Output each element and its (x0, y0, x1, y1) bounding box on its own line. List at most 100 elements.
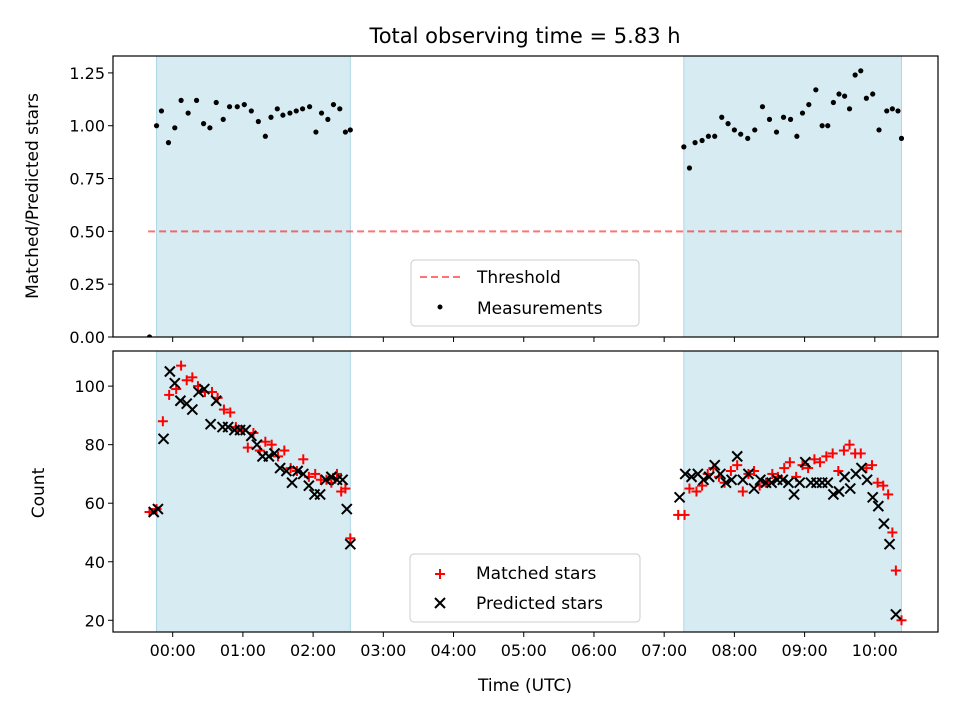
top-axes-ticks: 0.00 0.25 0.50 0.75 1.00 1.25 (69, 64, 876, 347)
bottom-legend: Matched stars Predicted stars (409, 553, 641, 623)
matched-star-point (310, 468, 321, 479)
predicted-star-point (703, 471, 715, 483)
shaded-interval-1 (156, 55, 351, 338)
legend-matched-label: Matched stars (476, 564, 596, 584)
count-panel: 20 40 60 80 100 00:00 01:00 02:00 03:00 04:00 05:0… (29, 350, 939, 696)
matched-star-point (855, 448, 866, 459)
predicted-marker-b (157, 433, 170, 445)
measurement-point (330, 101, 337, 108)
matched-star-point (340, 483, 351, 494)
matched-star-point (725, 466, 736, 477)
predicted-marker-b (777, 474, 789, 486)
predicted-marker-b (291, 465, 304, 477)
predicted-marker-b (314, 488, 326, 501)
bottom-plot-area (144, 360, 907, 626)
predicted-marker-b (210, 395, 222, 407)
matched-star-point (260, 436, 271, 447)
matched-star-point (883, 489, 894, 500)
matched-star-point (187, 372, 198, 383)
predicted-marker-b (280, 465, 293, 477)
predicted-marker-b (872, 500, 885, 512)
predicted-marker-b (731, 450, 743, 463)
matched-star-point (878, 480, 889, 491)
matched-star-point (784, 457, 795, 468)
x-tick-label: 07:00 (641, 641, 687, 660)
predicted-marker-b (673, 491, 686, 504)
predicted-marker-b (679, 468, 691, 480)
predicted-star-point (192, 386, 205, 398)
measurement-point (825, 123, 831, 129)
legend-threshold-label: Threshold (476, 268, 561, 288)
predicted-marker-b (866, 491, 879, 504)
measurement-point (766, 116, 773, 122)
matched-star-point (833, 466, 844, 477)
top-observing-shading (156, 55, 902, 338)
measurement-point (287, 110, 293, 116)
y-tick-label: 0.50 (69, 222, 105, 241)
predicted-star-point (714, 468, 727, 480)
x-tick-label: 02:00 (290, 641, 336, 660)
matched-star-point (242, 442, 253, 453)
predicted-star-point (336, 474, 349, 486)
predicted-marker-b (169, 377, 181, 389)
top-legend-box (410, 259, 640, 327)
top-legend: Threshold Measurements (410, 259, 640, 327)
measurement-point (158, 108, 165, 114)
predicted-star-point (793, 477, 806, 489)
measurement-point (220, 116, 226, 122)
matched-star-point (872, 477, 883, 488)
measurement-point (759, 104, 766, 110)
predicted-star-point (720, 477, 732, 489)
measurement-point (299, 106, 306, 112)
legend-predicted-label: Predicted stars (476, 594, 603, 614)
predicted-marker-b (174, 395, 187, 407)
measurement-point (337, 106, 343, 112)
measurement-point (752, 127, 758, 133)
measurement-point (806, 101, 812, 108)
measurement-point (884, 108, 890, 114)
predicted-star-point (245, 430, 258, 442)
measurement-point (870, 91, 876, 97)
predicted-marker-b (152, 503, 164, 515)
measurement-point (705, 133, 712, 139)
predicted-star-point (855, 462, 868, 474)
matched-star-point (266, 439, 277, 450)
predicted-star-point (268, 447, 281, 460)
predicted-marker-b (336, 474, 349, 486)
predicted-marker-b (703, 471, 715, 483)
predicted-star-point (679, 468, 691, 480)
predicted-star-point (320, 474, 332, 486)
bottom-axes-frame (112, 350, 939, 633)
predicted-marker-b (685, 471, 698, 483)
y-tick-label: 1.25 (69, 64, 105, 83)
measurement-point (745, 135, 751, 141)
x-tick-label: 04:00 (430, 641, 476, 660)
matched-star-point (345, 533, 356, 544)
predicted-star-point (286, 477, 298, 489)
predicted-star-point (157, 433, 170, 445)
matched-star-point (176, 360, 187, 371)
matched-star-point (679, 509, 690, 520)
predicted-star-point (297, 468, 309, 480)
predicted-star-point (341, 503, 353, 515)
x-tick-label: 09:00 (782, 641, 828, 660)
predicted-star-point (291, 465, 304, 477)
matched-star-point (821, 451, 832, 462)
bottom-y-axis-label: Count (29, 467, 49, 518)
measurement-point (799, 110, 806, 116)
measurement-point (738, 131, 744, 137)
measurement-point (876, 127, 882, 133)
predicted-marker-b (181, 397, 193, 410)
measurement-point (146, 334, 153, 337)
predicted-star-point (709, 459, 721, 471)
predicted-star-point (169, 377, 181, 389)
matched-star-point (861, 463, 872, 474)
y-tick-label: 40 (85, 553, 105, 572)
y-tick-label: 20 (85, 611, 105, 630)
predicted-marker-b (844, 482, 856, 495)
predicted-marker-b (890, 608, 902, 621)
predicted-marker-b (325, 471, 338, 483)
measurement-point (293, 108, 299, 114)
measurement-point (712, 133, 718, 139)
top-y-axis-label: Matched/Predicted stars (23, 93, 43, 299)
